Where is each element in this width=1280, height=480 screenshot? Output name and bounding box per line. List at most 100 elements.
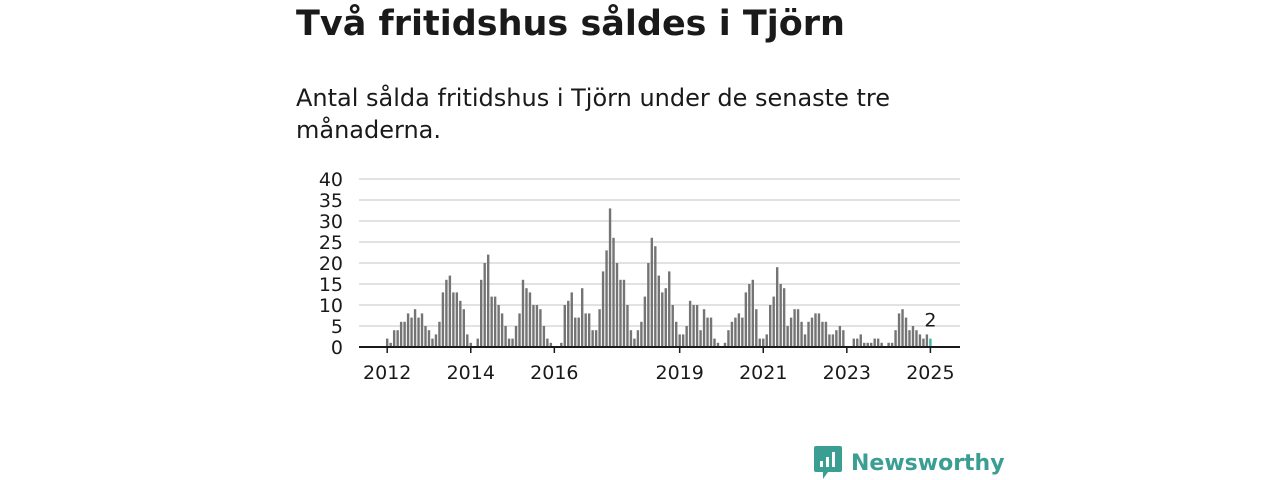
bar <box>772 296 775 347</box>
bar <box>466 334 469 347</box>
bar <box>838 326 842 347</box>
bar <box>386 338 389 347</box>
bar <box>476 338 479 347</box>
bar <box>619 279 622 347</box>
bar <box>518 313 521 347</box>
bar <box>831 334 835 347</box>
bar <box>490 296 493 347</box>
bar <box>650 237 654 347</box>
bar <box>695 305 699 347</box>
bar <box>455 292 459 347</box>
x-tick-label: 2012 <box>363 362 411 384</box>
bar <box>413 309 417 347</box>
bar <box>678 334 681 347</box>
bar <box>786 326 789 347</box>
bar <box>887 342 890 347</box>
bar <box>692 305 695 347</box>
brand-logo: Newsworthy <box>814 446 1005 480</box>
bar <box>681 334 685 347</box>
bar <box>654 246 657 347</box>
bar <box>396 330 399 347</box>
bar <box>535 305 539 347</box>
bar <box>852 338 855 347</box>
bar <box>737 313 741 347</box>
bar <box>779 284 782 347</box>
x-tick-label: 2021 <box>739 362 787 384</box>
bar <box>807 321 810 347</box>
chart-title: Två fritidshus såldes i Tjörn <box>296 4 845 44</box>
y-tick-label: 0 <box>331 337 343 359</box>
bar <box>856 338 859 347</box>
bar <box>908 330 911 347</box>
bar <box>901 309 904 347</box>
bar <box>389 342 392 347</box>
bar <box>755 309 758 347</box>
bar <box>539 309 542 347</box>
brand-name: Newsworthy <box>851 450 1005 476</box>
bar <box>782 288 786 347</box>
y-tick-label: 10 <box>319 295 343 317</box>
bar <box>452 292 455 347</box>
bar <box>560 342 563 347</box>
bar <box>657 275 660 347</box>
bar <box>911 326 915 347</box>
bar <box>769 305 772 347</box>
bar <box>709 317 713 347</box>
bar <box>870 342 873 347</box>
bar <box>532 305 535 347</box>
x-tick-label: 2019 <box>656 362 704 384</box>
bar <box>762 338 765 347</box>
bar <box>601 271 605 347</box>
bar <box>500 313 504 347</box>
chart-subtitle: Antal sålda fritidshus i Tjörn under de … <box>296 84 890 144</box>
bar <box>469 342 472 347</box>
bar <box>567 300 570 347</box>
bar <box>424 326 427 347</box>
bar <box>629 330 633 347</box>
bar <box>525 288 528 347</box>
bars <box>386 208 932 347</box>
bar <box>723 342 727 347</box>
bar <box>574 317 577 347</box>
bar <box>915 330 918 347</box>
bar <box>434 334 438 347</box>
bar <box>643 296 647 347</box>
bar <box>546 338 549 347</box>
bar <box>775 267 779 347</box>
bar <box>751 279 755 347</box>
bar <box>403 321 406 347</box>
bar <box>647 263 650 347</box>
bar <box>796 309 800 347</box>
bar <box>636 330 640 347</box>
y-tick-label: 30 <box>319 211 343 233</box>
bar <box>727 330 730 347</box>
bar <box>730 321 734 347</box>
bar <box>810 317 814 347</box>
y-tick-label: 20 <box>319 253 343 275</box>
bar <box>821 321 824 347</box>
bar <box>880 342 883 347</box>
bar <box>876 338 880 347</box>
bar <box>814 313 817 347</box>
bar <box>615 263 619 347</box>
axes <box>359 346 960 353</box>
bar <box>800 321 803 347</box>
bar <box>587 313 591 347</box>
bar <box>897 313 901 347</box>
bar <box>427 330 431 347</box>
bar <box>835 330 838 347</box>
y-tick-label: 5 <box>331 316 343 338</box>
newsworthy-logo-icon <box>814 446 842 479</box>
bar <box>741 317 744 347</box>
bar <box>675 321 678 347</box>
bar <box>584 313 587 347</box>
bar <box>904 317 908 347</box>
bar <box>399 321 403 347</box>
bar <box>685 326 688 347</box>
bar <box>706 317 709 347</box>
bar <box>549 342 553 347</box>
y-tick-label: 35 <box>319 190 343 212</box>
bar <box>514 326 518 347</box>
bar <box>608 208 612 347</box>
y-tick-label: 15 <box>319 274 343 296</box>
